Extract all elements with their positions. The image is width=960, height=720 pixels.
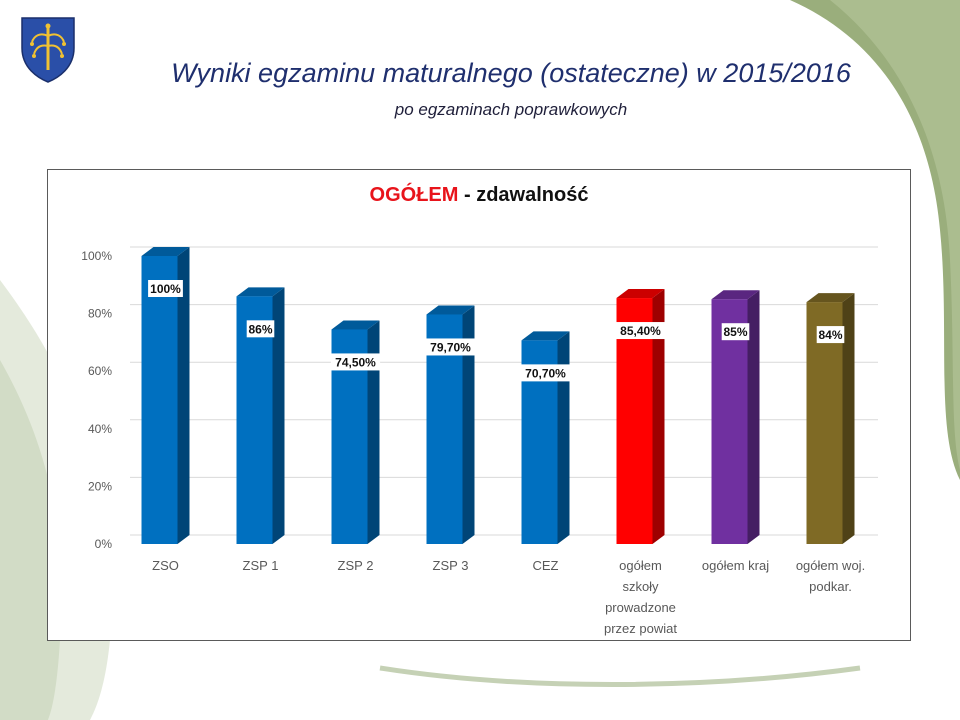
data-label-box [615, 322, 666, 340]
category-label: podkar. [809, 579, 852, 594]
category-label: ogółem woj. [796, 558, 865, 573]
decor-green-swoosh-right [790, 0, 960, 480]
bar-top [236, 287, 285, 297]
decor-green-swoosh-right-light [830, 0, 960, 470]
data-label-box [330, 353, 381, 371]
category-label: CEZ [533, 558, 559, 573]
bar-chart: 0% 20% 40% 60% 80% 100% 100% ZSO 86% ZSP 1 74,50% Z… [81, 246, 878, 636]
bar-top [521, 331, 570, 341]
bar-top [711, 290, 760, 300]
bar-top [141, 247, 190, 256]
bar [141, 256, 178, 544]
y-tick-label: 60% [88, 364, 112, 378]
bar [236, 296, 273, 544]
slide-subtitle: po egzaminach poprawkowych [394, 100, 628, 119]
bar-top [426, 305, 475, 315]
category-label: przez powiat [604, 621, 677, 636]
bar-side [462, 305, 475, 544]
category-label: szkoły [622, 579, 659, 594]
data-label: 74,50% [335, 355, 376, 369]
bar-side [747, 290, 760, 544]
bar-side [177, 247, 190, 544]
bar-top [806, 293, 855, 303]
category-label: ZSO [152, 558, 179, 573]
data-label-box [246, 320, 275, 338]
data-label: 79,70% [430, 340, 471, 354]
category-label: prowadzone [605, 600, 676, 615]
chart-frame: OGÓŁEM - zdawalność 0% 20% 40% 60% 80% 100% 10… [47, 169, 911, 641]
y-tick-label: 80% [88, 307, 112, 321]
category-label: ogółem kraj [702, 558, 769, 573]
decor-swoosh-bottom [379, 665, 861, 687]
chart-title: OGÓŁEM - zdawalność [48, 184, 910, 207]
bar-top [616, 289, 665, 299]
bar-side [272, 287, 285, 544]
data-label-box [148, 280, 183, 297]
data-label-box [721, 323, 750, 341]
bar-side [652, 289, 665, 544]
data-label: 85% [723, 325, 747, 339]
data-label: 70,70% [525, 366, 566, 380]
data-label: 85,40% [620, 324, 661, 338]
data-label-box [816, 326, 845, 344]
y-tick-label: 0% [95, 537, 113, 551]
bar-side [842, 293, 855, 544]
data-label: 84% [818, 328, 842, 342]
category-label: ZSP 2 [338, 558, 374, 573]
data-label-box [425, 338, 476, 356]
data-label-box [520, 364, 571, 382]
category-label: ZSP 3 [433, 558, 469, 573]
data-label: 100% [150, 282, 181, 296]
y-tick-label: 100% [81, 249, 112, 263]
slide-title: Wyniki egzaminu maturalnego (ostateczne)… [171, 58, 851, 88]
y-tick-label: 40% [88, 422, 112, 436]
y-tick-label: 20% [88, 479, 112, 493]
category-label: ogółem [619, 558, 662, 573]
bar-side [557, 331, 570, 544]
chart-title-rest: - zdawalność [458, 184, 589, 206]
bar-top [331, 320, 380, 330]
chart-title-accent: OGÓŁEM [369, 184, 459, 206]
decor-swoosh-left-inner [0, 360, 62, 720]
data-label: 86% [248, 322, 272, 336]
category-label: ZSP 1 [243, 558, 279, 573]
coat-of-arms-logo [21, 17, 75, 83]
bar-side [367, 320, 380, 544]
